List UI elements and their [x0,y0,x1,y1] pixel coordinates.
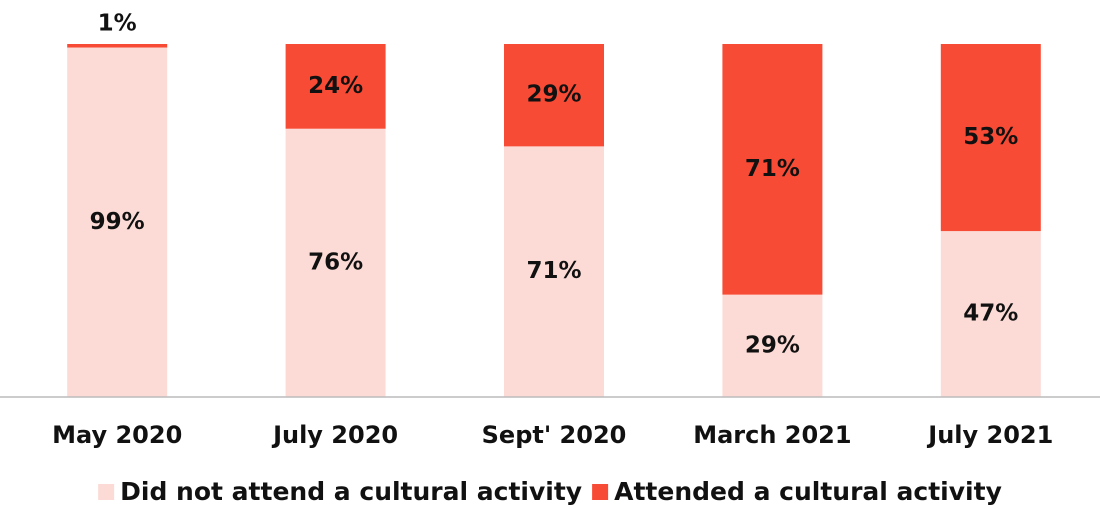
data-label: 24% [308,73,363,99]
x-tick-label: May 2020 [52,421,182,449]
bar-segment [285,128,386,397]
legend-label: Did not attend a cultural activity [120,477,582,506]
x-tick-label: Sept' 2020 [482,421,627,449]
x-tick-label: July 2020 [271,421,398,449]
data-label: 71% [526,258,581,284]
bar-segment [940,44,1041,232]
data-label: 47% [963,301,1018,327]
legend-label: Attended a cultural activity [614,477,1002,506]
data-label: 53% [963,124,1018,150]
data-label: 29% [526,82,581,108]
legend-swatch [98,484,115,500]
data-label: 1% [98,11,137,37]
bar-segment [67,47,168,397]
bar-segment [722,294,823,397]
legend-swatch [592,484,609,500]
bar-segment [67,44,168,48]
data-label: 71% [745,156,800,182]
bar-segment [504,44,604,147]
data-label: 29% [745,332,800,358]
data-label: 76% [308,249,363,275]
data-label: 99% [90,209,145,235]
bar-segment [504,146,604,397]
bar-segment [285,44,386,129]
x-tick-label: March 2021 [693,421,851,449]
bar-segment [722,44,823,295]
bar-segment [940,231,1041,397]
x-tick-label: July 2021 [926,421,1053,449]
